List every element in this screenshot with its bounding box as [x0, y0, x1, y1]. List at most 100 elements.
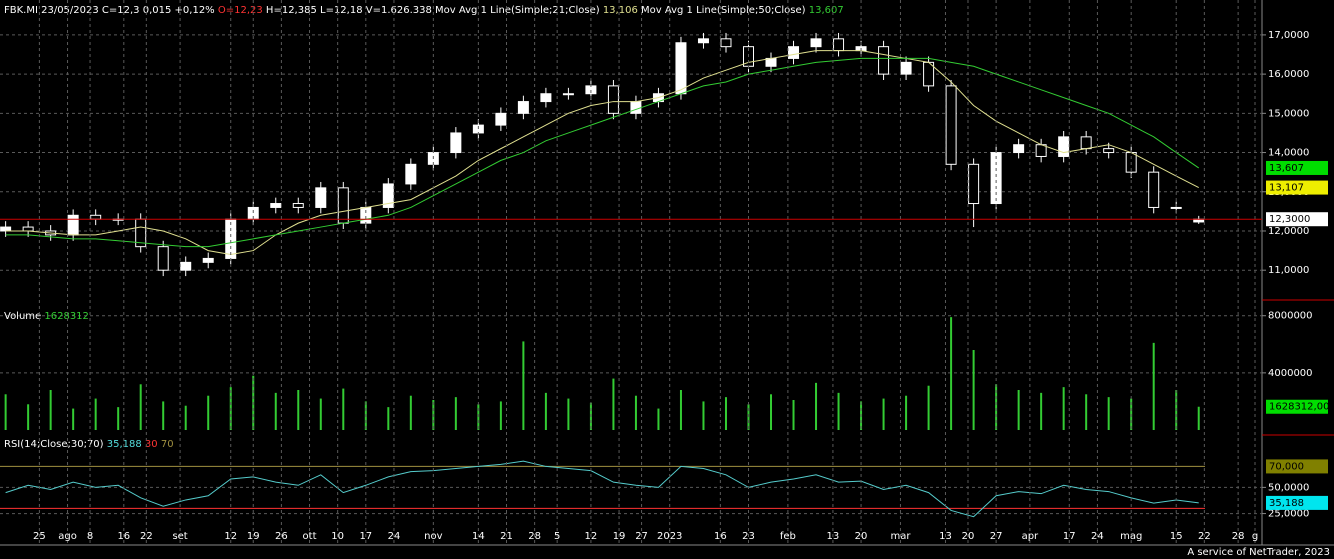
volume-bar [387, 407, 390, 430]
x-tick-label: feb [780, 531, 796, 542]
x-tick-label: 23 [742, 531, 755, 542]
value-badge-label: 1628312,00 [1269, 402, 1329, 413]
x-tick-label: 16 [117, 531, 130, 542]
series-line [5, 50, 1199, 256]
candle-body [765, 57, 777, 67]
value-badge-label: 35,188 [1269, 498, 1304, 509]
candle-body [0, 226, 12, 232]
value-badge-label: 70,000 [1269, 461, 1304, 472]
volume-bar [950, 317, 953, 430]
x-tick-label: 10 [331, 531, 344, 542]
candle-body [833, 38, 845, 52]
volume-bar [4, 394, 7, 430]
series-line [5, 57, 1200, 248]
x-tick-label: 16 [714, 531, 727, 542]
candle-body [315, 187, 327, 208]
volume-bar [117, 407, 120, 430]
x-tick-label: 22 [140, 531, 153, 542]
x-tick-label: 12 [585, 531, 598, 542]
candle-body [1013, 144, 1025, 154]
volume-bar [679, 390, 682, 430]
volume-bar [139, 384, 142, 430]
x-tick-label: mag [1120, 531, 1142, 542]
volume-bar [657, 408, 660, 430]
candle-body [878, 46, 890, 75]
volume-bar [634, 395, 637, 430]
header-part: Mov Avg 1 Line(Simple;50;Close) [638, 5, 809, 16]
x-tick-label: 12 [224, 531, 237, 542]
x-tick-label: 17 [1063, 531, 1076, 542]
volume-bar [1197, 406, 1200, 430]
header-part: O=12,23 [218, 5, 263, 16]
volume-bar [747, 404, 750, 430]
volume-bar [409, 395, 412, 430]
x-tick-label: ott [303, 531, 317, 542]
panel-title: Volume 1628312 [4, 311, 89, 322]
candle-body [990, 152, 1002, 205]
volume-bar [94, 398, 97, 430]
volume-bar [454, 397, 457, 430]
candle-body [337, 187, 349, 224]
value-badge [1266, 495, 1328, 510]
x-tick-label: 20 [962, 531, 975, 542]
y-tick-label: 16,0000 [1268, 69, 1309, 80]
candle-body [720, 38, 732, 48]
volume-bar [319, 398, 322, 430]
volume-bar [274, 392, 277, 430]
candle-body [270, 203, 282, 208]
volume-bar [207, 395, 210, 430]
volume-bar [792, 400, 795, 430]
volume-bar [724, 397, 727, 430]
candle-body [1058, 136, 1070, 157]
volume-bar [184, 405, 187, 430]
volume-bar [702, 401, 705, 430]
y-tick-label: 15,0000 [1268, 108, 1309, 119]
x-tick-label: 28 [1232, 531, 1245, 542]
y-tick-label: 25,0000 [1268, 509, 1309, 520]
x-tick-label: 28 [528, 531, 541, 542]
volume-bar [162, 401, 165, 430]
candle-body [382, 183, 394, 208]
candle-body [180, 261, 192, 271]
candle-body [90, 214, 102, 220]
x-tick-label: 21 [500, 531, 513, 542]
candle-body [1170, 206, 1182, 209]
volume-bar [544, 392, 547, 430]
candle-body [1035, 144, 1047, 157]
title-part: RSI(14;Close;30;70) [4, 439, 107, 450]
volume-bar [927, 385, 930, 430]
candle-body [405, 163, 417, 185]
candle-body [517, 101, 529, 114]
volume-bar [567, 398, 570, 430]
x-tick-label: 24 [388, 531, 401, 542]
candle-body [495, 112, 507, 126]
x-tick-label: 15 [1170, 531, 1183, 542]
header-part: H=12,385 L=12,18 V=1.626.338 Mov Avg 1 L… [263, 5, 603, 16]
y-tick-label: 17,0000 [1268, 30, 1309, 41]
y-tick-label: 50,0000 [1268, 482, 1309, 493]
x-tick-label: set [172, 531, 187, 542]
candle-body [22, 226, 34, 232]
x-tick-label: 27 [635, 531, 648, 542]
x-tick-label: 26 [275, 531, 288, 542]
value-badge-label: 13,607 [1269, 163, 1304, 174]
volume-bar [522, 341, 525, 430]
candle-body [450, 132, 462, 154]
candle-body [945, 85, 957, 165]
x-tick-label: 5 [554, 531, 560, 542]
header: FBK.MI 23/05/2023 C=12,3 0,015 +0,12% O=… [4, 5, 844, 16]
volume-bar [1062, 387, 1065, 430]
volume-bar [72, 408, 75, 430]
value-badge [1266, 160, 1328, 175]
candle-body [67, 214, 79, 236]
candle-body [360, 206, 372, 224]
y-tick-label: 11,0000 [1268, 265, 1309, 276]
volume-bar [1017, 390, 1020, 430]
x-tick-label: nov [424, 531, 442, 542]
x-tick-label: 8 [87, 531, 93, 542]
x-tick-label: mar [890, 531, 911, 542]
title-part: Volume [4, 311, 44, 322]
volume-bar [905, 395, 908, 430]
volume-bar [1040, 392, 1043, 430]
